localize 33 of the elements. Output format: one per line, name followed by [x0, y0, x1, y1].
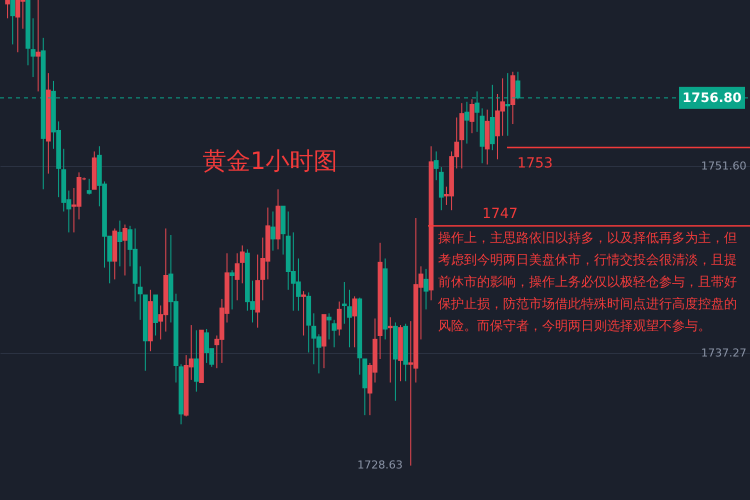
y-tick-label: 1751.60	[701, 159, 746, 172]
candlestick	[332, 319, 337, 348]
candlestick	[352, 296, 357, 348]
candlestick	[117, 220, 122, 267]
candlestick	[30, 18, 36, 78]
candlestick	[234, 252, 240, 301]
candlestick	[86, 178, 92, 196]
candlestick	[336, 301, 342, 336]
candlestick	[10, 0, 16, 45]
candlestick	[270, 210, 276, 252]
candlestick	[230, 270, 235, 310]
text: 黄金1小时图	[202, 147, 338, 175]
annotation: 1728.63	[357, 458, 403, 472]
candlestick	[424, 268, 428, 310]
candlestick	[347, 289, 352, 348]
candlestick	[434, 150, 439, 181]
candlestick	[138, 266, 143, 320]
annotation: 操作上，主思路依旧以持多，以及择低再多为主，但考虑到今明两日美盘休市，行情交投会很清淡，且提前休市的影响，操作上务必仅以极轻仓参与，且带好保护止损，防范市场借此特殊时间点进行高度控盘的风险。而保守者，今明两日则选择观望不参与。	[438, 230, 737, 334]
candlestick	[470, 98, 474, 134]
ref-line-label: 1756.80	[682, 90, 742, 106]
candlestick	[464, 101, 470, 144]
candlestick	[301, 290, 306, 336]
candlestick	[5, 0, 10, 19]
candlestick	[240, 244, 245, 284]
candlestick	[326, 312, 332, 340]
candlestick	[194, 330, 199, 392]
candlestick	[122, 224, 128, 276]
candlestick	[342, 281, 347, 324]
ref-line-label: 1753	[517, 156, 553, 172]
ref-line-label: 1747	[482, 206, 518, 222]
y-tick-label: 1737.27	[701, 346, 746, 360]
candlestick	[36, 0, 41, 92]
candlestick	[388, 316, 393, 384]
